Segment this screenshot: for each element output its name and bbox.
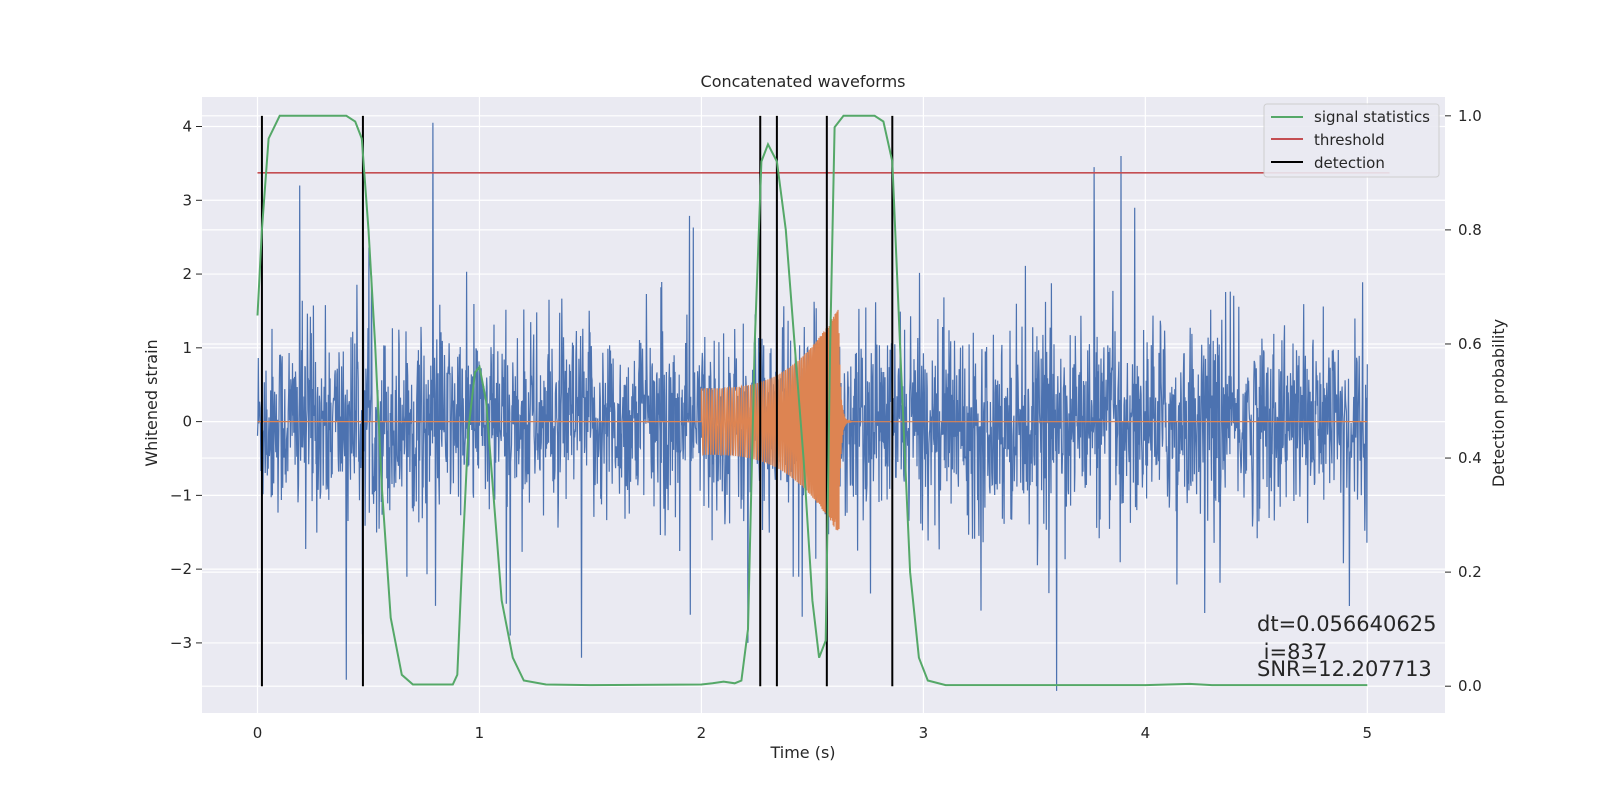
legend-label-threshold: threshold — [1314, 131, 1385, 149]
y-tick-label: −3 — [170, 634, 192, 652]
x-tick-label: 2 — [697, 724, 707, 742]
y-tick-label: 1 — [182, 339, 192, 357]
y-tick-label: 4 — [182, 118, 192, 136]
y2-tick-label: 0.4 — [1458, 449, 1482, 467]
data-layer — [256, 114, 1390, 691]
chart-title: Concatenated waveforms — [701, 72, 906, 91]
x-axis-label: Time (s) — [769, 743, 835, 762]
x-tick-label: 3 — [919, 724, 929, 742]
y-axis-label: Whitened strain — [142, 339, 161, 466]
ticks: 0 1 2 3 4 5 −3 −2 −1 0 1 2 3 4 0.0 0.2 0.4 0.6 0.8 1.0 — [170, 107, 1482, 742]
x-tick-label: 4 — [1141, 724, 1151, 742]
legend-label-signal-statistics: signal statistics — [1314, 108, 1430, 126]
annotation-index: i=837 — [1257, 640, 1327, 664]
annotations: dt=0.056640625 i=837 SNR=12.207713 — [1257, 612, 1436, 681]
annotation-snr: SNR=12.207713 — [1257, 657, 1432, 681]
y-tick-label: 0 — [182, 413, 192, 431]
y-tick-label: 2 — [182, 265, 192, 283]
y2-axis-label: Detection probability — [1489, 319, 1508, 487]
signal-statistics-line — [256, 114, 1368, 687]
x-tick-label: 0 — [253, 724, 263, 742]
y-tick-label: −1 — [170, 486, 192, 504]
y2-tick-label: 0.0 — [1458, 677, 1482, 695]
y2-tick-label: 1.0 — [1458, 107, 1482, 125]
y2-tick-label: 0.2 — [1458, 563, 1482, 581]
x-tick-label: 5 — [1363, 724, 1373, 742]
y2-tick-label: 0.6 — [1458, 335, 1482, 353]
y2-tick-label: 0.8 — [1458, 221, 1482, 239]
y-tick-label: 3 — [182, 191, 192, 209]
x-tick-label: 1 — [475, 724, 485, 742]
annotation-dt: dt=0.056640625 — [1257, 612, 1436, 636]
y-tick-label: −2 — [170, 560, 192, 578]
legend-label-detection: detection — [1314, 154, 1385, 172]
legend-box — [1263, 103, 1440, 178]
injected-waveform-line — [257, 309, 1368, 531]
legend: signal statistics threshold detection — [1263, 103, 1440, 178]
